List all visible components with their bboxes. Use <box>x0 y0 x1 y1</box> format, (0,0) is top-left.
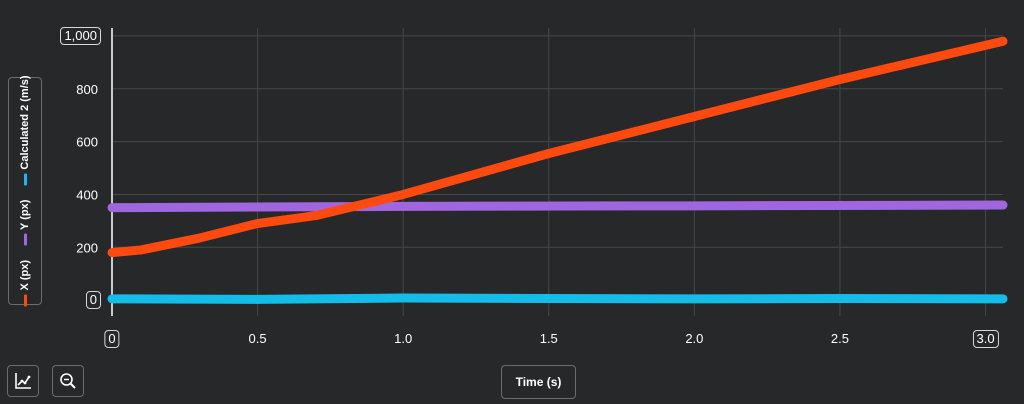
y-tick-label: 600 <box>76 135 98 150</box>
legend-entry[interactable]: Y (px) <box>19 200 31 246</box>
legend-swatch <box>23 294 27 307</box>
series-line-1 <box>107 200 1008 213</box>
tick-labels: 200 400 600 800 0.5 1.0 1.5 2.0 2.5 <box>76 82 849 346</box>
legend-label: Y (px) <box>19 199 31 230</box>
legend-label: Calculated 2 (m/s) <box>19 75 31 170</box>
y-tick-label: 400 <box>76 187 98 202</box>
legend-entry[interactable]: X (px) <box>19 260 31 307</box>
y-tick-label: 800 <box>76 82 98 97</box>
x-axis-label[interactable]: Time (s) <box>501 365 576 399</box>
chart-type-icon <box>15 373 31 389</box>
legend[interactable]: X (px) Y (px) Calculated 2 (m/s) <box>8 75 42 307</box>
legend-label: X (px) <box>19 259 31 291</box>
y-tick-label: 200 <box>76 240 98 255</box>
zoom-button[interactable] <box>52 365 84 397</box>
x-tick-label[interactable]: 0 <box>104 330 120 348</box>
x-tick-label: 1.0 <box>394 331 412 346</box>
series-layer <box>107 36 1008 304</box>
legend-entry[interactable]: Calculated 2 (m/s) <box>19 75 31 186</box>
series-line-0 <box>107 36 1008 258</box>
legend-swatch <box>23 173 27 186</box>
chart-type-button[interactable] <box>7 365 39 397</box>
zoom-icon <box>60 373 76 389</box>
series-line-2 <box>107 293 1008 304</box>
x-tick-label: 2.5 <box>831 331 849 346</box>
x-tick-label: 0.5 <box>249 331 267 346</box>
x-axis-label-text: Time (s) <box>515 375 562 389</box>
x-tick-label: 2.0 <box>685 331 703 346</box>
y-tick-label[interactable]: 0 <box>85 291 101 310</box>
x-tick-label[interactable]: 3.0 <box>972 330 999 348</box>
legend-swatch <box>23 233 27 246</box>
x-tick-label: 1.5 <box>540 331 558 346</box>
y-tick-label[interactable]: 1,000 <box>60 26 101 45</box>
